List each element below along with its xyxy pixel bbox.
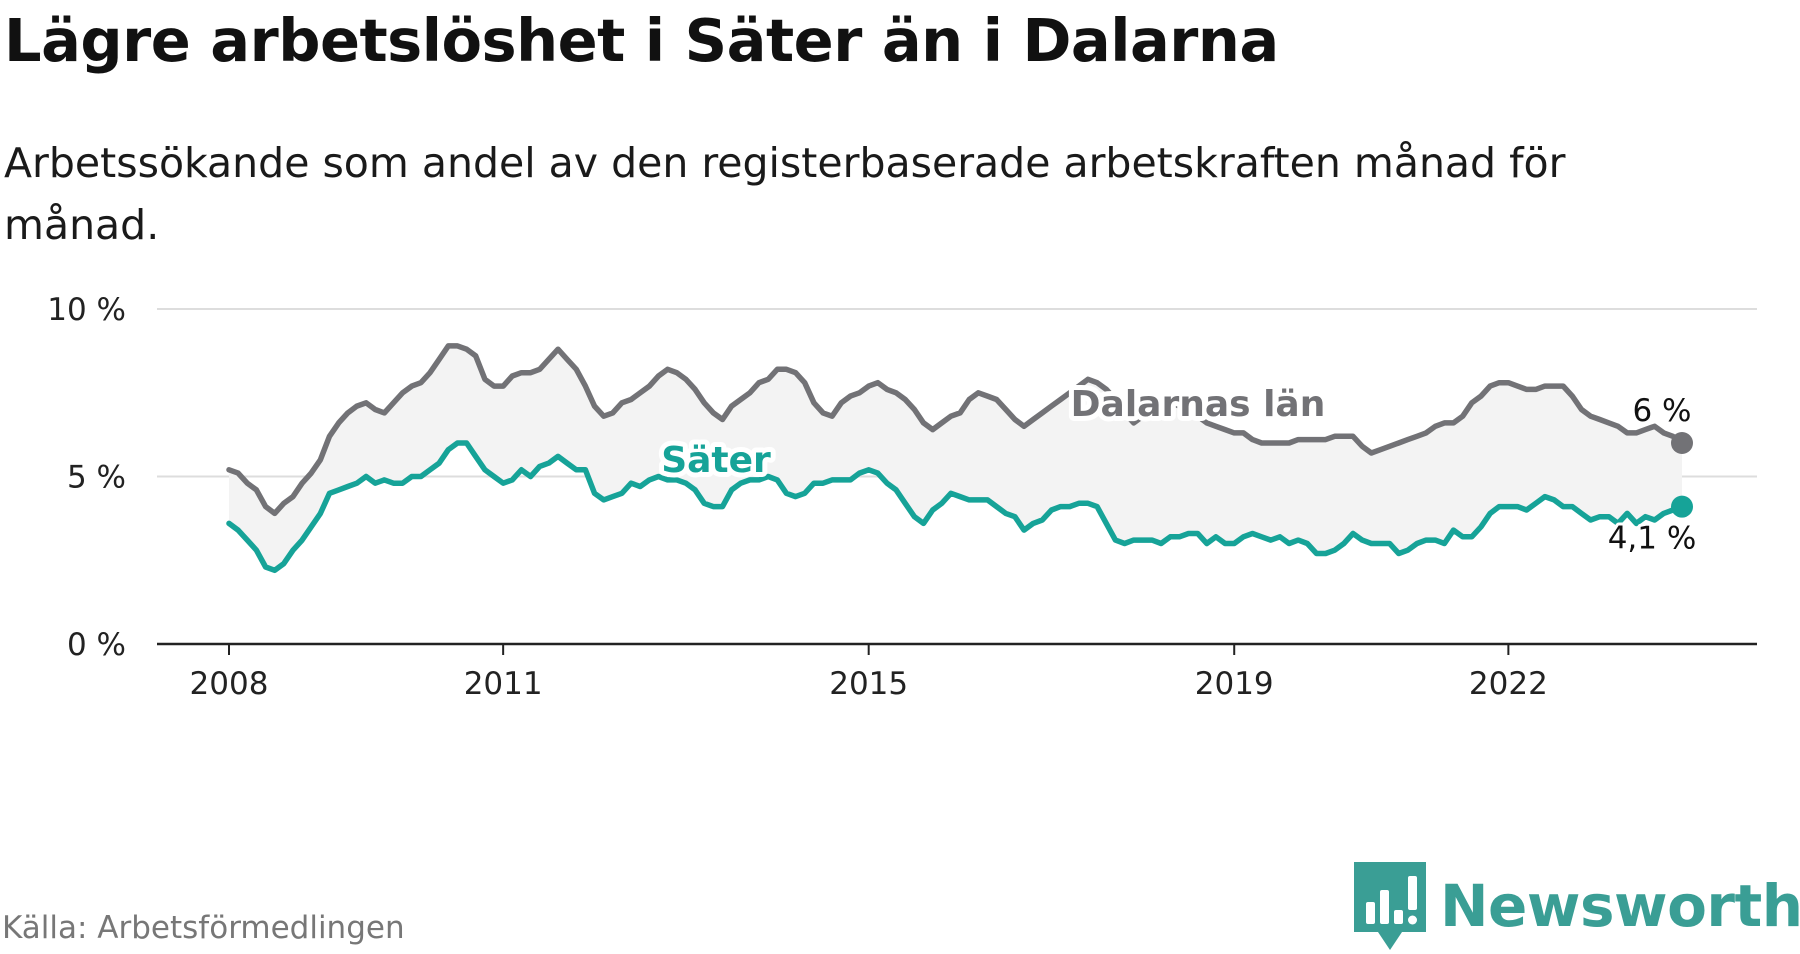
end-marker-dalarna <box>1671 432 1693 454</box>
line-chart: 0 % 5 % 10 % 2008 2011 2015 2019 2022 6 % 4,1 % D… <box>47 292 1757 702</box>
y-tick-label: 0 % <box>67 627 126 663</box>
series-line-dalarna <box>226 343 1685 517</box>
end-label-sater: 4,1 % <box>1608 521 1697 557</box>
source-note: Källa: Arbetsförmedlingen <box>2 910 405 946</box>
series-line-sater <box>226 440 1685 574</box>
chart-title: Lägre arbetslöshet i Säter än i Dalarna <box>4 6 1279 75</box>
series-labels: 6 % 4,1 % Dalarnas län Säter <box>656 379 1699 560</box>
x-tick-label: 2019 <box>1195 666 1274 702</box>
end-marker-sater <box>1671 495 1693 518</box>
series-name-dalarna: Dalarnas län <box>1071 384 1326 425</box>
brand-name: Newsworthy <box>1440 872 1800 940</box>
axes: 0 % 5 % 10 % 2008 2011 2015 2019 2022 <box>47 292 1757 702</box>
x-tick-label: 2008 <box>190 666 269 702</box>
x-tick-label: 2022 <box>1469 666 1548 702</box>
series-lines <box>226 343 1693 574</box>
brand-logo[interactable]: Newsworthy <box>1350 858 1800 954</box>
chart-subtitle: Arbetssökande som andel av den registerb… <box>4 139 1566 249</box>
x-tick-label: 2011 <box>464 666 543 702</box>
end-label-dalarna: 6 % <box>1632 393 1691 429</box>
series-name-sater: Säter <box>661 440 771 481</box>
x-tick-label: 2015 <box>829 666 908 702</box>
newsworthy-logo-icon <box>1354 862 1426 950</box>
y-tick-label: 5 % <box>67 460 126 496</box>
y-tick-label: 10 % <box>47 292 126 328</box>
